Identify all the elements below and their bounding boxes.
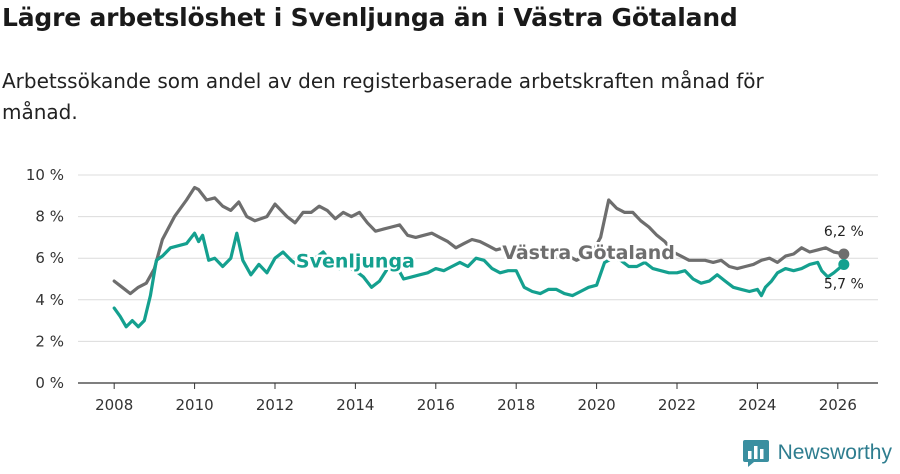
x-tick-label: 2008	[95, 396, 133, 414]
series-label-svenljunga: Svenljunga	[296, 250, 415, 272]
end-value-label: 5,7 %	[824, 276, 864, 292]
series-label-vastra-gotaland: Västra Götaland	[502, 242, 675, 264]
y-tick-label: 0 %	[35, 374, 64, 392]
x-tick-label: 2010	[175, 396, 213, 414]
x-tick-label: 2018	[497, 396, 535, 414]
end-value-label: 6,2 %	[824, 224, 864, 240]
x-tick-label: 2016	[417, 396, 455, 414]
chart-subtitle: Arbetssökande som andel av den registerb…	[2, 69, 764, 124]
series-line-svenljunga	[112, 231, 846, 329]
series-labels: 6,2 % 5,7 % Västra Götaland Svenljunga	[293, 224, 864, 292]
x-tick-label: 2022	[658, 396, 696, 414]
brand-name: Newsworthy	[777, 441, 892, 464]
axes: 0 % 2 % 4 % 6 % 8 % 10 % 2008 2010 2012 2014 2016 2…	[26, 166, 878, 414]
newsworthy-brand[interactable]: Newsworthy	[742, 438, 892, 468]
y-tick-label: 6 %	[35, 249, 64, 267]
x-tick-label: 2020	[577, 396, 615, 414]
x-tick-label: 2014	[336, 396, 374, 414]
y-tick-label: 10 %	[26, 166, 64, 184]
y-tick-label: 4 %	[35, 291, 64, 309]
x-tick-label: 2024	[738, 396, 776, 414]
y-tick-label: 8 %	[35, 208, 64, 226]
newsworthy-logo-icon	[742, 440, 769, 467]
end-point-marker	[838, 258, 850, 270]
end-point-marker	[838, 248, 850, 260]
series-line-vastra-gotaland	[112, 185, 846, 296]
x-tick-label: 2026	[819, 396, 857, 414]
y-tick-label: 2 %	[35, 332, 64, 350]
series-lines	[112, 185, 850, 329]
chart-title: Lägre arbetslöshet i Svenljunga än i Väs…	[2, 3, 738, 32]
x-tick-label: 2012	[256, 396, 294, 414]
